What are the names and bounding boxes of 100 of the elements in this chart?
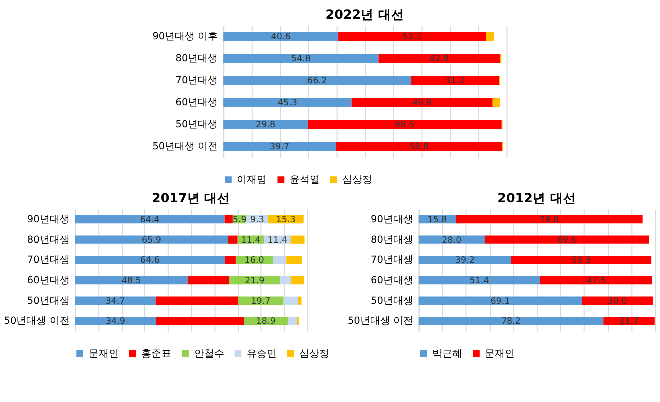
data-label: 19.7 [251,296,271,307]
y-tick-label: 50년대생 이전 [4,316,70,328]
bar [292,276,304,285]
bar [224,215,233,224]
bar [156,317,244,326]
bar [75,236,228,244]
bar [75,317,156,326]
y-tick-label: 50년대생 [176,120,218,131]
data-label: 31.2 [445,76,465,87]
data-label: 11.4 [241,236,262,246]
bar [604,317,655,326]
bar [290,236,305,244]
bar [75,276,188,285]
bar [492,98,500,108]
y-tick-label: 50년대생 [371,296,414,307]
data-label: 52.2 [402,32,422,43]
data-label: 45.3 [278,98,298,109]
bar [273,256,287,264]
legend-label: 박근혜 [432,348,463,360]
data-label: 21.7 [619,317,640,328]
bar [456,215,643,224]
data-label: 15.3 [276,215,296,226]
legend-label: 심상정 [342,174,373,186]
data-label: 51.4 [470,276,490,286]
data-label: 69.1 [490,296,510,307]
bar [540,276,653,285]
data-label: 54.8 [291,54,311,65]
y-tick-label: 80년대생 [27,234,70,246]
y-tick-label: 60년대생 [176,98,218,109]
legend-label: 문재인 [88,348,119,360]
legend-label: 이재명 [237,174,268,186]
bar [75,215,225,224]
bar [75,296,156,305]
data-label: 11.4 [268,236,288,246]
data-label: 78.2 [501,317,521,328]
bar [352,98,493,108]
bar [188,276,230,285]
y-tick-label: 70년대생 [176,76,218,87]
bar [224,98,352,108]
data-label: 39.2 [455,256,475,266]
y-tick-label: 50년대생 이전 [152,142,218,153]
data-label: 29.8 [256,120,276,131]
bar [224,76,412,86]
y-tick-label: 80년대생 [176,54,218,65]
legend-label: 심상정 [300,348,330,360]
chart-title: 2022년 대선 [326,6,405,22]
bar [75,256,226,264]
y-tick-label: 60년대생 [371,275,414,286]
y-tick-label: 60년대생 [27,275,70,286]
y-tick-label: 90년대생 이후 [152,32,218,43]
bar [336,142,502,152]
legend-label: 홍준표 [142,348,172,360]
data-label: 18.9 [256,317,276,328]
data-label: 64.6 [140,256,160,266]
bar [224,32,339,42]
data-label: 49.8 [412,98,432,109]
bar [224,54,379,64]
y-tick-label: 70년대생 [371,255,414,266]
y-tick-label: 80년대생 [371,234,414,246]
data-label: 28.0 [442,236,462,246]
data-label: 47.5 [586,276,606,286]
bar [338,32,486,42]
bar [284,296,298,305]
data-label: 30.0 [608,296,628,307]
data-label: 59.3 [572,256,592,266]
y-tick-label: 70년대생 [27,255,70,266]
bar [418,276,540,285]
bar [511,256,652,264]
data-label: 9.3 [250,215,264,226]
bar [298,296,302,305]
y-tick-label: 90년대생 [371,214,414,226]
data-label: 79.0 [540,215,560,226]
y-tick-label: 50년대생 이전 [348,316,414,328]
data-label: 64.4 [140,215,160,226]
bar [308,120,502,130]
bar [486,32,495,42]
data-label: 66.2 [308,76,328,87]
bar [418,256,512,264]
bar [228,236,238,244]
y-tick-label: 50년대생 [27,296,70,307]
bar [418,296,582,305]
legend-label: 유승민 [247,348,278,360]
legend-label: 문재인 [485,348,516,360]
data-label: 34.9 [106,317,126,328]
data-label: 40.6 [271,32,292,43]
bar [288,317,298,326]
bar [156,296,238,305]
bar [378,54,500,64]
data-label: 15.8 [428,215,448,226]
bar [286,256,302,264]
bar [225,256,236,264]
legend-label: 윤석열 [290,174,320,186]
data-label: 68.5 [395,120,415,131]
data-label: 16.0 [244,256,264,266]
legend-label: 안철수 [194,348,224,360]
data-label: 21.9 [245,276,265,286]
data-label: 48.5 [122,276,142,286]
data-label: 65.9 [142,236,162,246]
chart-title: 2012년 대선 [498,190,576,206]
data-label: 39.7 [270,142,290,153]
